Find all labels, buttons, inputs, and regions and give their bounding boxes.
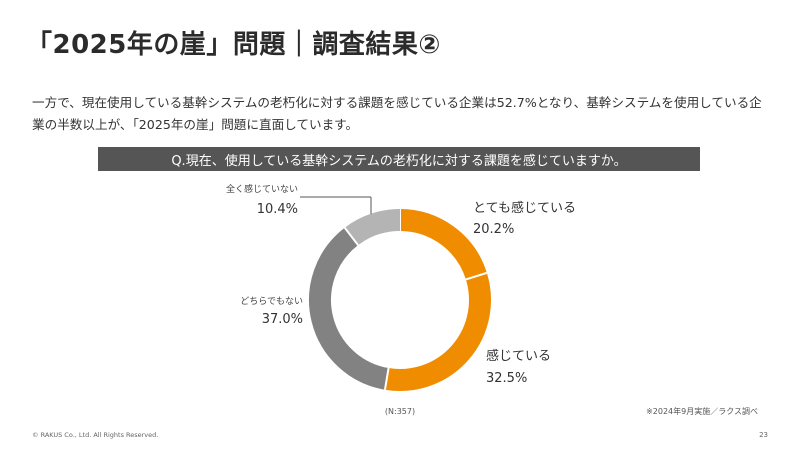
question-banner: Q.現在、使用している基幹システムの老朽化に対する課題を感じていますか。 (98, 147, 700, 171)
summary-text: 一方で、現在使用している基幹システムの老朽化に対する課題を感じている企業は52.… (32, 95, 762, 132)
label-slice-1: 感じている (486, 348, 551, 364)
page-number: 23 (759, 431, 768, 439)
copyright: © RAKUS Co., Ltd. All Rights Reserved. (32, 431, 159, 439)
sample-size-note: (N:357) (385, 407, 415, 416)
slice-separator (465, 271, 488, 281)
page-title: 「2025年の崖」問題｜調査結果② (26, 30, 441, 60)
donut-slice-0 (399, 209, 487, 280)
donut-slice-3 (344, 209, 401, 246)
donut-slice-1 (384, 272, 491, 391)
slice-separator (343, 227, 359, 246)
source-note: ※2024年9月実施／ラクス調べ (646, 406, 758, 416)
value-slice-0: 20.2% (473, 222, 514, 237)
donut-slice-2 (309, 227, 389, 390)
label-slice-0: とても感じている (473, 200, 576, 216)
value-slice-1: 32.5% (486, 371, 527, 386)
slice-separator (383, 367, 390, 390)
label-slice-3: 全く感じていない (226, 183, 298, 195)
value-slice-3: 10.4% (257, 202, 298, 217)
value-slice-2: 37.0% (262, 312, 303, 327)
label-slice-2: どちらでもない (240, 296, 303, 307)
